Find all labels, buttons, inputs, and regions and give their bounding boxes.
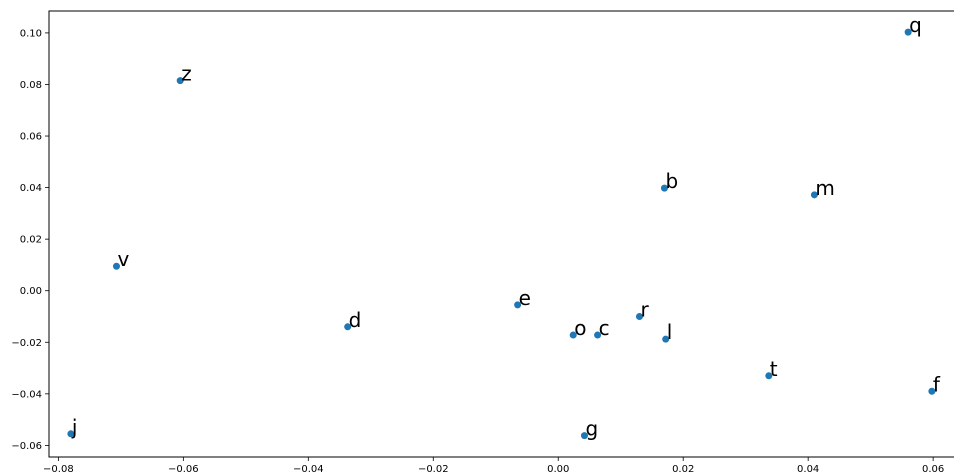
point-label: z: [181, 62, 192, 86]
x-tick-label: −0.06: [168, 464, 199, 475]
x-tick-label: 0.02: [672, 464, 694, 475]
x-tick-label: −0.08: [43, 464, 74, 475]
point-label: f: [933, 372, 941, 396]
y-tick-label: 0.08: [20, 80, 42, 91]
y-tick-label: 0.02: [20, 235, 42, 246]
point-label: c: [599, 316, 610, 340]
point-label: t: [770, 357, 778, 381]
point-label: b: [665, 169, 678, 193]
point-label: d: [349, 308, 362, 332]
y-tick-label: 0.06: [20, 132, 42, 143]
x-tick-label: −0.02: [418, 464, 449, 475]
y-tick-label: −0.02: [11, 338, 42, 349]
x-axis: −0.08 −0.06 −0.04 −0.02 0.00 0.02 0.04 0.06: [43, 457, 944, 475]
y-tick-label: −0.06: [11, 441, 42, 452]
x-tick-label: 0.06: [922, 464, 944, 475]
point-label: o: [574, 316, 586, 340]
point-label: v: [117, 247, 129, 271]
x-tick-label: 0.00: [547, 464, 569, 475]
point-label: m: [815, 176, 834, 200]
x-tick-label: 0.04: [797, 464, 819, 475]
point-label: q: [909, 13, 922, 37]
y-tick-label: 0.04: [20, 183, 42, 194]
y-tick-label: 0.00: [20, 286, 42, 297]
point-label: j: [71, 415, 78, 439]
point-label: e: [519, 286, 531, 310]
y-tick-label: −0.04: [11, 389, 42, 400]
point-label: l: [667, 320, 673, 344]
y-tick-label: 0.10: [20, 28, 42, 39]
point-label: g: [585, 417, 598, 441]
points-layer: q z b m v e d r o c l t f j g: [67, 13, 941, 440]
y-axis: −0.06 −0.04 −0.02 0.00 0.02 0.04 0.06 0.08 0.10: [11, 28, 49, 451]
x-tick-label: −0.04: [293, 464, 324, 475]
point-label: r: [640, 297, 649, 321]
